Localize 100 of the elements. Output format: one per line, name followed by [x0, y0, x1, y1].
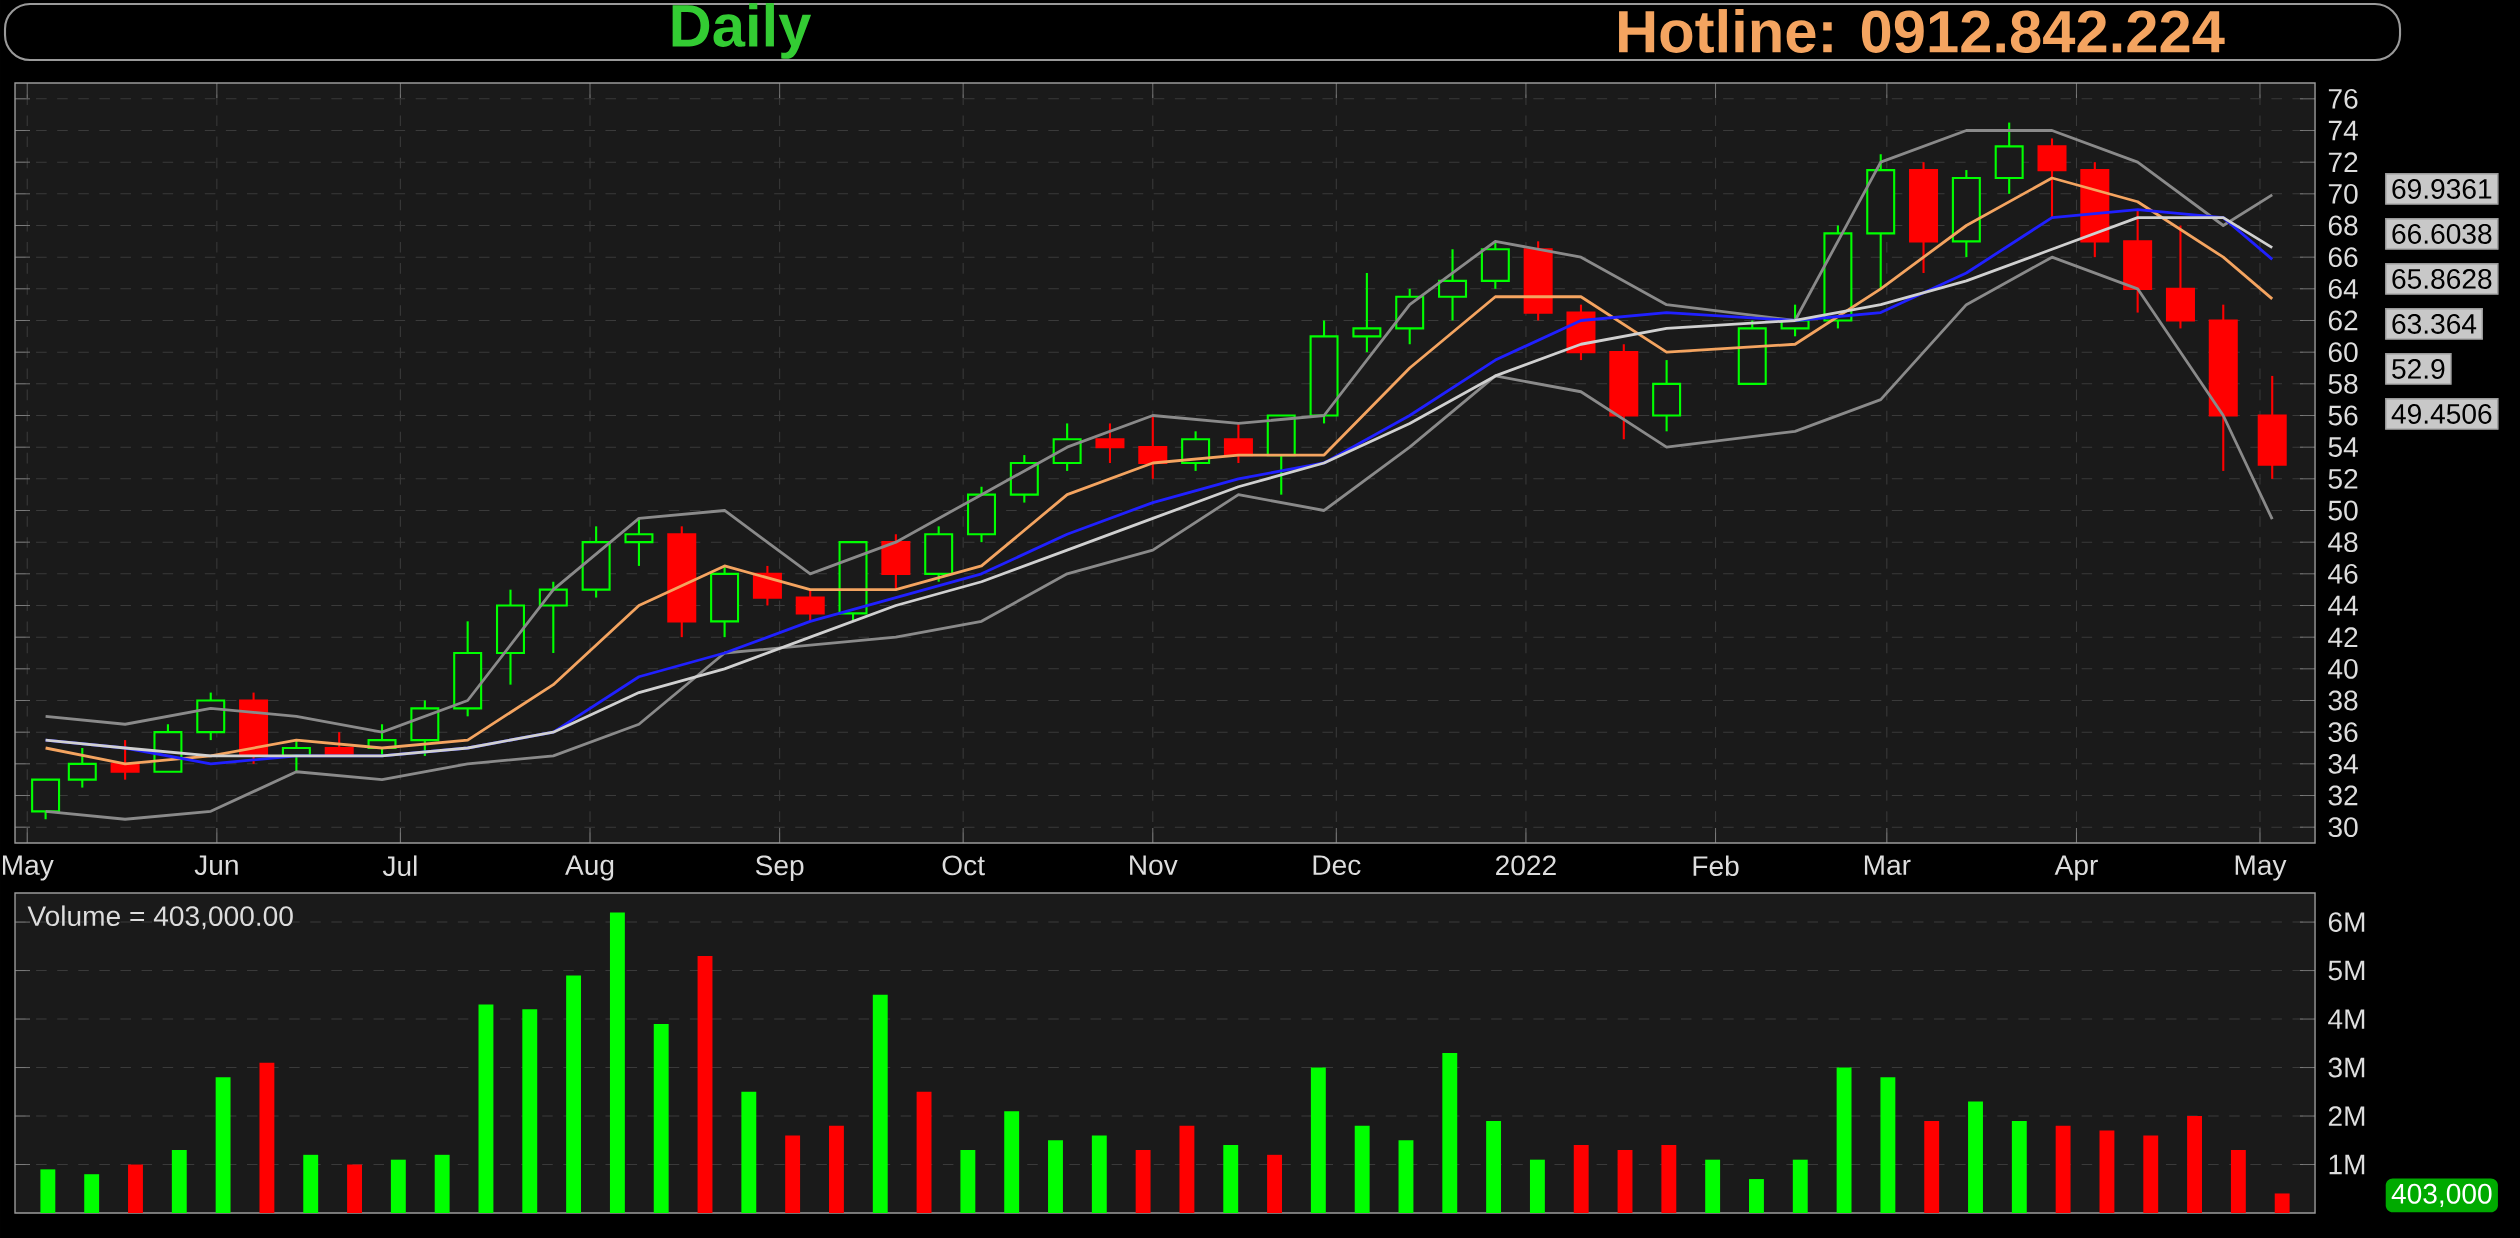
bar: [2055, 1125, 2071, 1213]
y-tick-label: 66: [2328, 247, 2358, 268]
candlestick: [1352, 271, 1382, 354]
bar: [2099, 1130, 2115, 1213]
bar: [84, 1174, 100, 1213]
bar: [1968, 1101, 1983, 1213]
x-tick-label: Oct: [942, 855, 985, 876]
bar: [829, 1125, 844, 1213]
bar: [522, 1009, 538, 1213]
bar: [347, 1164, 362, 1213]
annotation: Volume = 403,000.00: [27, 905, 293, 930]
y-tick-label: 40: [2328, 658, 2358, 679]
y-tick-label: 62: [2328, 310, 2358, 331]
y-tick-label: 64: [2328, 278, 2358, 299]
bar: [1924, 1120, 1940, 1213]
bar: [2011, 1120, 2027, 1213]
bar: [960, 1149, 976, 1213]
bar: [1354, 1125, 1370, 1213]
y-tick-label: 72: [2328, 152, 2358, 172]
x-tick-label: Mar: [1864, 855, 1911, 876]
x-tick-label: May: [2, 855, 54, 881]
y-tick-label: 36: [2328, 722, 2358, 743]
bar: [478, 1004, 494, 1213]
x-tick-label: Feb: [1693, 855, 1739, 877]
y-tick-label: 48: [2328, 532, 2358, 553]
y-tick-label: 58: [2328, 373, 2358, 394]
bar: [215, 1077, 231, 1213]
bar: [171, 1149, 187, 1213]
y-tick-label: 56: [2328, 405, 2358, 426]
y-tick-label: 76: [2328, 88, 2358, 109]
text: 403,000: [2391, 1183, 2492, 1208]
bar: [1004, 1111, 1020, 1213]
bar: [1267, 1154, 1282, 1213]
y-tick-label: 44: [2328, 595, 2358, 616]
y-tick-label: 74: [2328, 120, 2358, 141]
chart-title: Daily: [672, 3, 812, 59]
candlestick: [1095, 422, 1125, 465]
y-tick-label: 30: [2328, 817, 2358, 838]
bar: [2274, 1193, 2290, 1213]
bar: [1617, 1149, 1633, 1213]
bar: [653, 1023, 669, 1213]
bar: [566, 975, 582, 1213]
y-tick-label: 70: [2328, 183, 2358, 204]
y-tick-label: 5M: [2328, 960, 2365, 981]
y-tick-label: 32: [2328, 785, 2358, 806]
bar: [916, 1091, 932, 1213]
y-tick-label: 38: [2328, 690, 2358, 711]
bar: [1749, 1179, 1764, 1213]
y-tick-label: 46: [2328, 563, 2358, 584]
bar: [1223, 1145, 1239, 1213]
y-tick-label: 2M: [2328, 1106, 2365, 1126]
bar: [1529, 1159, 1545, 1213]
bar: [2230, 1149, 2246, 1213]
x-tick-label: Sep: [755, 855, 804, 881]
bar: [1398, 1140, 1414, 1213]
text: 49.4506: [2391, 403, 2492, 424]
bar: [1486, 1120, 1502, 1213]
text: 66.6038: [2392, 223, 2492, 244]
bar: [2143, 1135, 2159, 1213]
x-tick-label: Nov: [1130, 855, 1178, 876]
bar: [434, 1154, 450, 1213]
bar: [1135, 1149, 1151, 1213]
y-tick-label: 50: [2328, 500, 2358, 521]
text: 65.8628: [2392, 268, 2492, 289]
y-tick-label: 42: [2328, 627, 2358, 647]
bar: [2187, 1116, 2203, 1213]
y-tick-label: 34: [2328, 753, 2358, 774]
bar: [1661, 1145, 1677, 1213]
bar: [40, 1169, 56, 1213]
y-tick-label: 60: [2328, 342, 2358, 363]
y-tick-label: 1M: [2329, 1154, 2365, 1175]
y-tick-label: 4M: [2328, 1009, 2365, 1029]
x-tick-label: 2022: [1496, 855, 1556, 876]
text: Hotline: 0912.842.224: [1619, 9, 2225, 53]
bar: [1091, 1135, 1107, 1213]
bar: [1705, 1159, 1721, 1213]
x-tick-label: Jun: [194, 855, 238, 876]
x-tick-label: May: [2235, 855, 2287, 881]
bar: [390, 1159, 406, 1213]
x-tick-label: Jul: [382, 855, 417, 877]
x-tick-label: Aug: [565, 855, 614, 881]
bar: [1310, 1067, 1326, 1213]
bar: [1442, 1053, 1458, 1213]
x-tick-label: Dec: [1313, 855, 1361, 876]
y-tick-label: 54: [2328, 437, 2358, 457]
bar: [259, 1062, 275, 1213]
bar: [1792, 1159, 1808, 1213]
bar: [697, 956, 713, 1213]
bar: [303, 1154, 319, 1213]
bar: [1836, 1067, 1852, 1213]
y-tick-label: 68: [2328, 215, 2358, 236]
x-tick-label: Apr: [2054, 855, 2098, 881]
bar: [128, 1164, 143, 1213]
bar: [609, 912, 625, 1213]
text: 69.9361: [2392, 178, 2492, 199]
bar: [1048, 1140, 1063, 1213]
y-tick-label: 3M: [2328, 1057, 2365, 1078]
y-tick-label: 6M: [2328, 912, 2365, 933]
bar: [741, 1091, 757, 1213]
text: 52.9: [2392, 358, 2445, 379]
